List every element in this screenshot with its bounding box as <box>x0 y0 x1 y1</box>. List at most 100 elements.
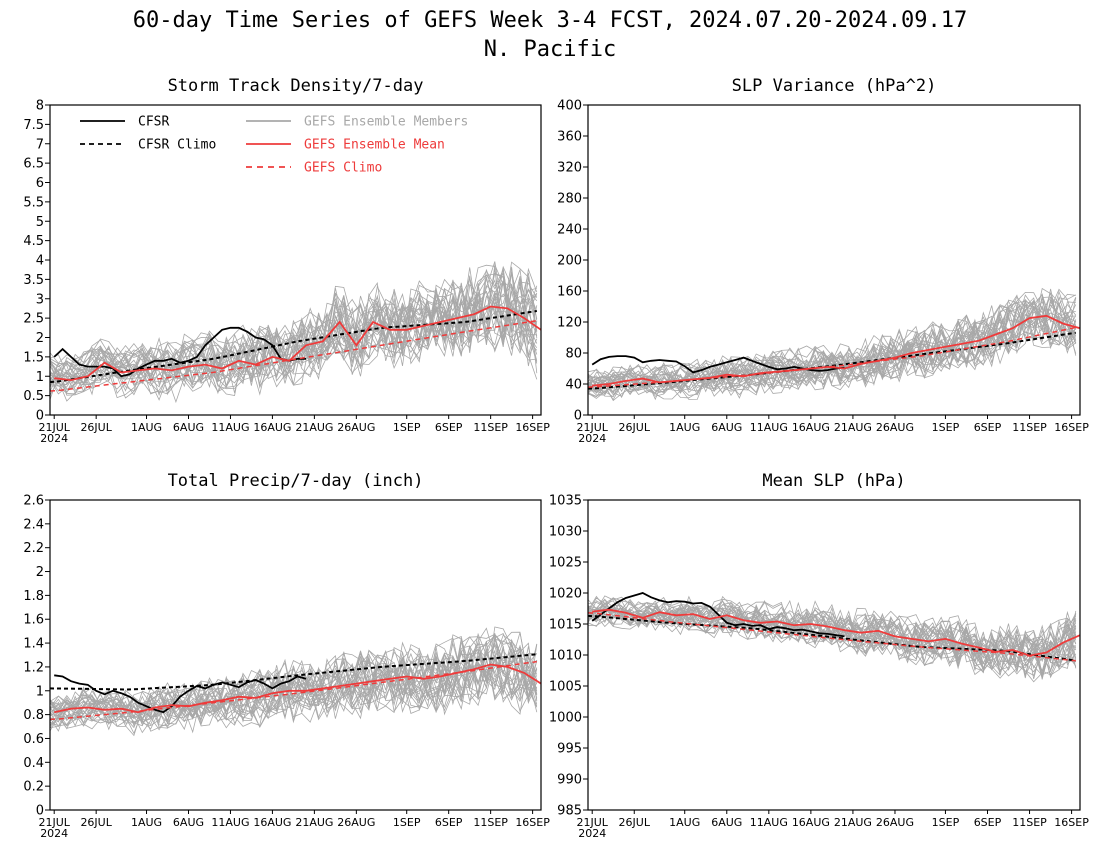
y-tick-label: 1010 <box>549 649 582 664</box>
y-tick-label: 0.4 <box>23 756 44 771</box>
ensemble-member-line <box>50 267 538 375</box>
y-tick-label: 160 <box>557 285 582 300</box>
legend-cfsr-label: CFSR <box>138 115 169 130</box>
x-tick-label: 16SEP <box>1054 816 1089 829</box>
x-tick-label: 11AUG <box>750 816 788 829</box>
x-tick-label: 1SEP <box>932 421 960 434</box>
plot-area <box>588 287 1080 402</box>
panel-3: Total Precip/7-day (inch)00.20.40.60.811… <box>23 471 550 840</box>
legend-cfsr-climo-label: CFSR Climo <box>138 138 216 153</box>
x-year-label: 2024 <box>578 432 606 445</box>
y-tick-label: 1 <box>36 370 44 385</box>
x-tick-label: 16AUG <box>253 421 291 434</box>
x-tick-label: 21AUG <box>834 816 872 829</box>
x-tick-label: 26AUG <box>337 816 375 829</box>
ensemble-member-line <box>50 275 537 381</box>
y-tick-label: 240 <box>557 223 582 238</box>
y-tick-label: 995 <box>557 742 582 757</box>
cfsr-line <box>53 326 306 378</box>
x-tick-label: 11AUG <box>211 816 249 829</box>
panel-title: Total Precip/7-day (inch) <box>168 471 424 491</box>
cfsr-line <box>591 592 845 638</box>
y-tick-label: 1.6 <box>23 613 44 628</box>
y-tick-label: 1020 <box>549 587 582 602</box>
y-tick-label: 8 <box>36 99 44 114</box>
y-tick-label: 2.4 <box>23 517 44 532</box>
x-tick-label: 1AUG <box>131 816 162 829</box>
y-tick-label: 280 <box>557 192 582 207</box>
ensemble-member-line <box>50 627 538 716</box>
y-tick-label: 6 <box>36 176 44 191</box>
legend-mean-label: GEFS Ensemble Mean <box>304 138 445 153</box>
y-tick-label: 1.4 <box>23 637 44 652</box>
x-tick-label: 1SEP <box>393 816 421 829</box>
ensemble-member-line <box>50 261 538 382</box>
y-tick-label: 4 <box>36 254 44 269</box>
x-tick-label: 11SEP <box>1012 421 1047 434</box>
ensemble-member-line <box>588 291 1076 388</box>
ensemble-member-line <box>50 643 537 720</box>
x-tick-label: 11AUG <box>211 421 249 434</box>
ensemble-member-line <box>588 300 1077 395</box>
legend-gefs-climo-label: GEFS Climo <box>304 161 382 176</box>
x-tick-label: 26JUL <box>80 421 112 434</box>
x-tick-label: 1AUG <box>131 421 162 434</box>
x-tick-label: 1AUG <box>669 816 700 829</box>
y-tick-label: 200 <box>557 254 582 269</box>
ensemble-member-line <box>50 273 538 376</box>
y-tick-label: 5 <box>36 215 44 230</box>
panel-title: SLP Variance (hPa^2) <box>732 76 937 96</box>
panel-4: Mean SLP (hPa) 985 990 995 1000 1005 1010 1015 1… <box>549 471 1089 840</box>
cfsr-climo-line <box>50 653 537 691</box>
cfsr-climo-line <box>50 310 537 384</box>
y-tick-label: 400 <box>557 99 582 114</box>
x-tick-label: 6SEP <box>435 421 463 434</box>
x-tick-label: 21AUG <box>295 421 333 434</box>
y-tick-label: 1015 <box>549 618 582 633</box>
x-tick-label: 6AUG <box>711 421 742 434</box>
cfsr-line <box>54 674 307 714</box>
x-tick-label: 1AUG <box>669 421 700 434</box>
plot-area <box>588 592 1080 683</box>
y-tick-label: 0.8 <box>23 708 44 723</box>
x-tick-label: 26JUL <box>619 816 651 829</box>
y-tick-label: 0 <box>574 409 582 424</box>
ensemble-member-line <box>588 288 1076 383</box>
y-tick-label: 3.5 <box>23 273 44 288</box>
x-tick-label: 6AUG <box>711 816 742 829</box>
x-tick-label: 6SEP <box>974 816 1002 829</box>
y-tick-label: 7 <box>36 137 44 152</box>
figure-subtitle: N. Pacific <box>484 37 616 62</box>
y-tick-label: 80 <box>565 347 582 362</box>
x-tick-label: 11SEP <box>473 816 508 829</box>
panel-2: SLP Variance (hPa^2) 0 40 80 120 160 200 240 280… <box>557 76 1089 445</box>
y-tick-label: 0 <box>36 804 44 819</box>
ensemble-member-line <box>50 271 538 385</box>
x-tick-label: 26JUL <box>80 816 112 829</box>
ensemble-member-line <box>588 600 1077 667</box>
x-tick-label: 21AUG <box>295 816 333 829</box>
y-tick-label: 40 <box>565 378 582 393</box>
x-tick-label: 21JUL <box>576 421 608 434</box>
x-tick-label: 6AUG <box>173 816 204 829</box>
legend: CFSR CFSR Climo GEFS Ensemble Members GEFS … <box>80 115 468 176</box>
x-tick-label: 11SEP <box>1012 816 1047 829</box>
ensemble-member-line <box>50 280 538 396</box>
y-tick-label: 2.6 <box>23 494 44 509</box>
x-tick-label: 11SEP <box>473 421 508 434</box>
y-tick-label: 0.5 <box>23 389 44 404</box>
y-tick-label: 0.2 <box>23 780 44 795</box>
y-tick-label: 1.5 <box>23 350 44 365</box>
x-tick-label: 6SEP <box>974 421 1002 434</box>
x-year-label: 2024 <box>40 827 68 840</box>
cfsr-climo-line <box>588 331 1076 390</box>
x-tick-label: 6AUG <box>173 421 204 434</box>
plot-area <box>50 626 541 737</box>
x-tick-label: 16SEP <box>515 816 550 829</box>
gefs-ensemble-mean-line <box>54 305 541 382</box>
y-tick-label: 360 <box>557 130 582 145</box>
ensemble-member-line <box>50 642 538 737</box>
ensemble-member-line <box>50 650 538 734</box>
y-tick-label: 990 <box>557 773 582 788</box>
